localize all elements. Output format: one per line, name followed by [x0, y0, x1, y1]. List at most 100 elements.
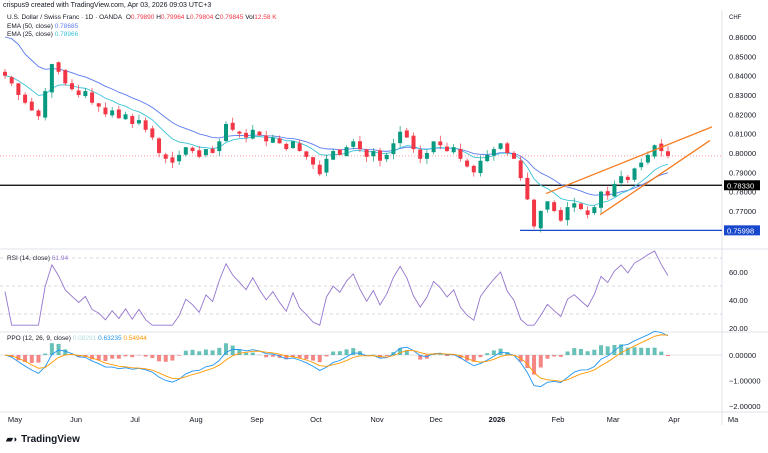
ppo-histogram-bar: [431, 354, 436, 355]
ppo-line: [4, 330, 669, 388]
candle-body: [498, 143, 503, 149]
candle-body: [270, 137, 275, 143]
candle-body: [612, 183, 617, 197]
candle-body: [36, 110, 41, 117]
ppo-histogram-bar: [237, 349, 242, 355]
ppo-legend: PPO (12, 26, 9, close) 0.08291 0.63235 0…: [7, 335, 147, 342]
month-label: Jul: [130, 415, 140, 424]
candle-body: [49, 64, 54, 93]
candle-body: [250, 129, 255, 139]
candle-body: [170, 157, 175, 163]
candle-body: [532, 199, 537, 227]
candle-body: [351, 141, 356, 147]
ppo-histogram-bar: [344, 349, 349, 355]
candle-body: [331, 151, 336, 160]
ppo-histogram-bar: [49, 343, 54, 355]
ppo-histogram-bar: [116, 355, 121, 359]
ppo-histogram-bar: [619, 344, 624, 355]
ppo-histogram-bar: [445, 355, 449, 357]
rsi-tick: 40.00: [729, 296, 748, 305]
candle-body: [424, 152, 429, 159]
ppo-histogram-bar: [438, 354, 443, 355]
candle-body: [558, 210, 563, 221]
ppo-histogram-bar: [130, 355, 135, 358]
candle-body: [284, 143, 289, 150]
ppo-tick: 0.00000: [729, 351, 756, 360]
candle-body: [525, 177, 530, 200]
ppo-histogram-bar: [36, 355, 41, 363]
support-badge: [724, 225, 760, 236]
ppo-histogram-bar: [572, 348, 577, 355]
ppo-histogram-bar: [565, 351, 570, 355]
symbol-name: U.S. Dollar / Swiss Franc · 1D · OANDA: [7, 14, 123, 21]
candle-body: [297, 143, 302, 152]
candle-body: [90, 92, 95, 103]
ppo-histogram-bar: [270, 355, 275, 357]
ppo-histogram-bar: [103, 355, 108, 362]
candle-body: [578, 203, 583, 210]
candle-body: [157, 138, 162, 153]
price-tick: 0.78000: [729, 188, 756, 197]
ppo-histogram-bar: [585, 351, 590, 355]
ppo-histogram-bar: [491, 350, 496, 355]
candle-body: [110, 110, 115, 116]
chart-credit: crispus9 created with TradingView.com, A…: [3, 2, 212, 9]
month-label: Mar: [607, 415, 620, 424]
ppo-histogram-bar: [23, 355, 28, 363]
candle-body: [277, 138, 282, 144]
candle-body: [666, 151, 670, 156]
candle-body: [190, 147, 195, 152]
month-label: Aug: [189, 415, 202, 424]
candle-body: [652, 145, 657, 157]
candle-body: [625, 176, 630, 181]
candle-body: [56, 62, 61, 72]
ppo-histogram-bar: [545, 355, 550, 359]
ppo-histogram-bar: [478, 355, 483, 358]
ppo-histogram-bar: [645, 347, 650, 355]
price-tick: 0.86000: [729, 33, 756, 42]
ppo-histogram-bar: [297, 355, 302, 358]
rsi-tick: 20.00: [729, 324, 748, 333]
candle-body: [505, 143, 510, 153]
ppo-histogram-bar: [378, 355, 383, 358]
candle-body: [471, 165, 476, 173]
support-value: 0.75998: [727, 226, 754, 235]
ppo-histogram-bar: [351, 348, 356, 355]
ppo-histogram-bar: [163, 355, 168, 362]
candle-body: [9, 77, 14, 84]
candle-body: [465, 160, 470, 167]
currency-label: CHF: [729, 15, 742, 21]
ppo-histogram-bar: [652, 347, 657, 355]
candle-body: [364, 149, 369, 157]
candle-body: [632, 168, 637, 180]
month-label: Feb: [552, 415, 565, 424]
candle-body: [545, 201, 550, 210]
price-tick: 0.79000: [729, 168, 756, 177]
candle-body: [230, 122, 235, 130]
candle-body: [23, 94, 28, 103]
candle-body: [183, 147, 188, 155]
price-tick: 0.81000: [729, 130, 756, 139]
ppo-histogram-bar: [110, 355, 115, 359]
ema50-legend: EMA (50, close) 0.78685: [7, 23, 79, 30]
candle-body: [290, 141, 295, 148]
ppo-histogram-bar: [90, 355, 95, 360]
ppo-histogram-bar: [404, 350, 409, 355]
ppo-histogram-bar: [384, 355, 389, 356]
candle-body: [431, 141, 436, 153]
rsi-legend: RSI (14, close) 61.94: [7, 255, 69, 262]
high-value: 0.79964: [160, 14, 185, 21]
candle-body: [458, 149, 463, 159]
month-label: Dec: [429, 415, 443, 424]
month-label: Sep: [250, 415, 263, 424]
ppo-histogram-bar: [183, 350, 188, 355]
ppo-histogram-bar: [304, 355, 309, 360]
candle-body: [197, 150, 202, 157]
chart-canvas[interactable]: 0.86000 0.85000 0.84000 0.83000 0.82000 0.810…: [0, 0, 768, 430]
ppo-histogram-bar: [123, 355, 128, 357]
ppo-histogram-bar: [56, 343, 61, 355]
resistance-value: 0.78330: [727, 181, 754, 190]
candle-body: [63, 70, 68, 84]
month-label: Ma: [728, 415, 739, 424]
month-label: Jun: [70, 415, 82, 424]
